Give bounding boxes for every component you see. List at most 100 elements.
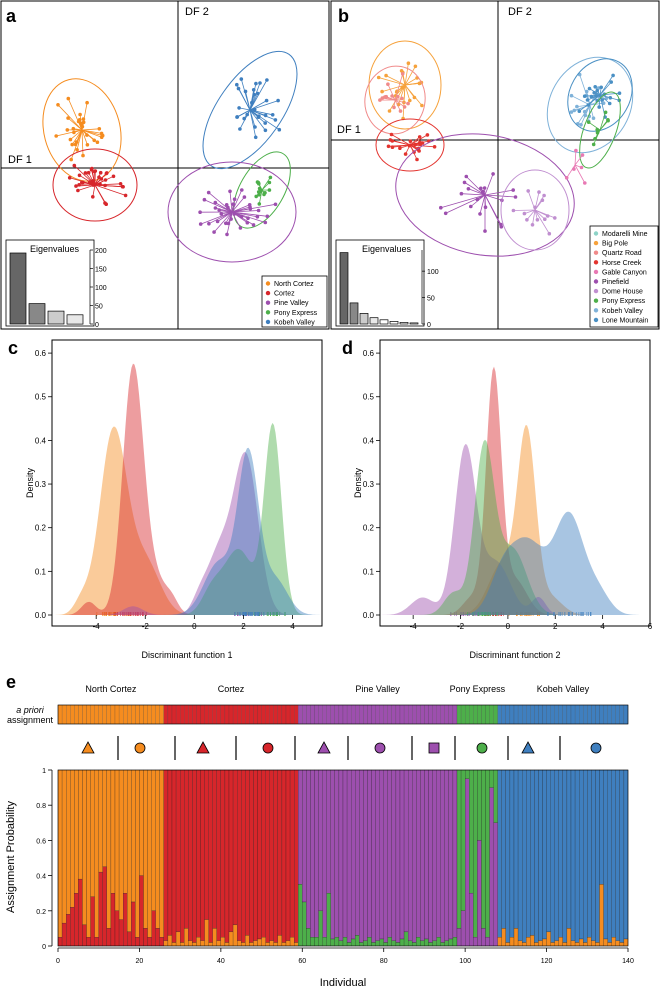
- pony-express-b-point: [591, 142, 596, 147]
- assignment-bar-other: [477, 840, 482, 947]
- apriori-cell: [436, 704, 441, 725]
- assignment-bar-own: [591, 769, 596, 941]
- north-cortez-point: [68, 137, 73, 142]
- assignment-bar-other: [338, 940, 344, 947]
- lone-mountain-spoke: [579, 94, 601, 112]
- apriori-cell: [326, 704, 331, 725]
- assignment-bar-other: [505, 942, 511, 947]
- apriori-cell: [387, 704, 392, 725]
- apriori-cell: [289, 704, 295, 725]
- pinefield-spoke: [484, 194, 486, 208]
- assignment-bar-other: [460, 910, 466, 947]
- legend-marker: [593, 298, 599, 303]
- lone-mountain-spoke: [599, 75, 614, 96]
- kobeh-valley-point: [253, 135, 258, 140]
- assignment-bar-other: [249, 942, 254, 947]
- dome-house-spoke: [513, 209, 536, 211]
- dome-house-spoke: [534, 209, 550, 234]
- eigenvalue-bar: [359, 313, 369, 325]
- apriori-cell: [57, 704, 63, 725]
- assignment-bar-other: [513, 928, 519, 947]
- apriori-cell: [497, 704, 502, 725]
- panel-e-markers: [81, 736, 602, 760]
- big-pole-point: [384, 73, 388, 78]
- assignment-bar-own: [619, 769, 625, 943]
- gable-canyon-point: [574, 148, 578, 153]
- apriori-cell: [522, 704, 527, 725]
- quartz-road-ellipse: [364, 65, 426, 135]
- assignment-bar-own: [196, 769, 201, 938]
- dome-house-point: [535, 218, 540, 222]
- assignment-bar-own: [232, 769, 238, 926]
- assignment-bar-own: [90, 769, 95, 897]
- assignment-bar-own: [595, 769, 600, 943]
- cortez-point: [80, 180, 84, 185]
- pine-valley-point: [265, 214, 270, 219]
- pine-valley-spoke: [204, 199, 233, 213]
- assignment-bar-other: [534, 942, 539, 947]
- assignment-bar-own: [505, 769, 511, 943]
- quartz-road-point: [396, 94, 400, 99]
- apriori-cell: [448, 704, 454, 725]
- eigenvalue-bar: [389, 321, 399, 325]
- assignment-bar-other: [428, 942, 433, 947]
- eigen-tick-label: 50: [427, 296, 435, 303]
- apriori-cell: [444, 704, 449, 725]
- kobeh-valley-ellipse: [202, 50, 298, 170]
- assignment-bar-own: [351, 769, 356, 940]
- assignment-bar-other: [261, 937, 266, 947]
- eigenvalue-bar: [47, 310, 65, 325]
- assignment-bar-own: [367, 769, 372, 938]
- kobeh-valley-spoke: [249, 109, 276, 121]
- kobeh-valley-point: [235, 82, 239, 87]
- assignment-bar-own: [583, 769, 588, 943]
- assignment-bar-own: [294, 769, 299, 943]
- assignment-bar-own: [526, 769, 531, 938]
- assignment-bar-other: [558, 937, 563, 947]
- assignment-bar-other: [334, 937, 340, 947]
- assignment-bar-own: [334, 769, 340, 938]
- apriori-cell: [619, 704, 625, 725]
- apriori-cell: [420, 704, 425, 725]
- panel-a-eigen-bars: 0 50 100 150 200: [9, 248, 107, 329]
- pinefield-point: [466, 187, 471, 191]
- y-tick-label: 0.1: [363, 567, 375, 576]
- assignment-bar-other: [147, 937, 152, 947]
- horse-creek-spoke: [409, 142, 423, 146]
- apriori-cell: [281, 704, 287, 725]
- pine-valley-spoke: [213, 211, 233, 233]
- apriori-cell: [550, 704, 555, 725]
- y-tick-label: 0.1: [35, 567, 47, 576]
- assignment-bar-own: [306, 769, 311, 929]
- assignment-bar-own: [200, 769, 205, 941]
- north-cortez-point: [74, 140, 79, 144]
- north-cortez-point: [69, 157, 73, 162]
- pony-express-point: [268, 175, 273, 180]
- density-pine-valley: [380, 444, 650, 615]
- assignment-bar-own: [212, 769, 217, 929]
- gable-canyon-point: [579, 165, 584, 170]
- assignment-bar-own: [587, 769, 592, 938]
- assignment-bar-own: [599, 769, 604, 885]
- apriori-cell: [452, 704, 458, 725]
- assignment-bar-own: [408, 769, 413, 941]
- horse-creek-spoke: [409, 134, 428, 146]
- kobeh-valley-b-point: [579, 123, 583, 127]
- horse-creek-point: [388, 138, 393, 142]
- kobeh-valley-b-spoke: [577, 104, 591, 125]
- kobeh-valley-b-point: [569, 110, 574, 114]
- north-cortez-point: [75, 148, 79, 152]
- y-tick-label: 0: [42, 944, 46, 951]
- dome-house-point: [537, 190, 541, 194]
- horse-creek-point: [417, 135, 422, 139]
- kobeh-valley-spoke: [236, 109, 251, 118]
- panel-b-scatter: [364, 40, 634, 257]
- eigenvalue-bar: [28, 303, 46, 325]
- apriori-cell: [200, 704, 205, 725]
- dome-house-ellipse: [500, 169, 570, 251]
- assignment-bar-own: [424, 769, 429, 940]
- north-cortez-point: [100, 133, 105, 138]
- assignment-bar-own: [326, 769, 331, 894]
- assignment-bar-own: [513, 769, 519, 929]
- assignment-bar-own: [123, 769, 128, 894]
